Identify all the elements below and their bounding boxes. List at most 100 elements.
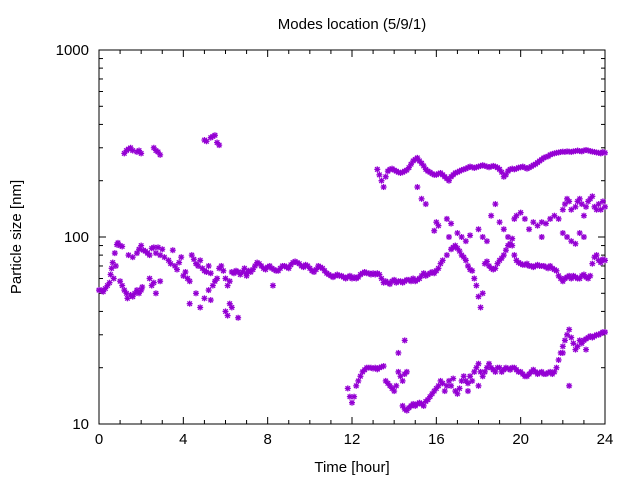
data-point	[568, 238, 575, 245]
data-point	[454, 390, 461, 397]
data-point	[564, 331, 571, 338]
data-point	[197, 304, 204, 311]
data-point	[469, 377, 476, 384]
data-point	[150, 244, 157, 251]
data-point	[559, 230, 566, 237]
y-tick-label: 10	[72, 416, 89, 433]
data-point	[568, 334, 575, 341]
data-point	[559, 343, 566, 350]
data-point	[464, 380, 471, 387]
data-point	[583, 203, 590, 210]
data-point	[197, 257, 204, 264]
data-point	[576, 195, 583, 202]
data-point	[216, 142, 223, 149]
data-point	[593, 252, 600, 259]
data-point	[477, 304, 484, 311]
data-point	[555, 356, 562, 363]
data-point	[572, 240, 579, 247]
data-point	[226, 278, 233, 285]
data-point	[439, 257, 446, 264]
data-point	[456, 385, 463, 392]
data-point	[471, 275, 478, 282]
data-point	[602, 203, 608, 210]
data-point	[492, 265, 499, 272]
data-point	[161, 254, 168, 261]
data-point	[192, 290, 199, 297]
data-point	[460, 373, 467, 380]
data-point	[580, 212, 587, 219]
data-point	[138, 242, 145, 249]
data-point	[511, 252, 518, 259]
y-axis: 10 100 1000	[56, 42, 605, 433]
data-point	[551, 212, 558, 219]
data-point	[583, 346, 590, 353]
x-tick-label: 4	[179, 431, 187, 448]
data-point	[205, 287, 212, 294]
data-point	[561, 337, 568, 344]
data-point	[159, 246, 166, 253]
data-point	[269, 282, 276, 289]
data-point	[395, 349, 402, 356]
data-point	[174, 266, 181, 273]
data-point	[448, 382, 455, 389]
data-point	[555, 215, 562, 222]
data-point	[464, 388, 471, 395]
data-point	[526, 226, 533, 233]
data-point	[106, 279, 113, 286]
y-tick-label: 1000	[56, 42, 89, 59]
data-point	[462, 238, 469, 245]
data-point	[483, 238, 490, 245]
data-point	[566, 326, 573, 333]
data-point	[595, 201, 602, 208]
data-point	[380, 363, 387, 370]
data-point	[235, 314, 242, 321]
data-point	[599, 198, 606, 205]
data-point	[559, 349, 566, 356]
data-point	[435, 265, 442, 272]
data-point	[448, 220, 455, 227]
data-point	[458, 234, 465, 240]
data-point	[568, 206, 575, 213]
data-point	[182, 268, 189, 275]
data-point	[344, 385, 351, 392]
data-point	[355, 377, 362, 384]
data-point	[443, 215, 450, 222]
data-point	[211, 132, 218, 139]
data-point	[393, 382, 400, 389]
data-point	[509, 242, 516, 249]
data-point	[566, 382, 573, 389]
data-point	[589, 260, 596, 267]
data-point	[138, 150, 145, 157]
data-point	[418, 195, 425, 202]
data-point	[559, 206, 566, 213]
data-point	[203, 138, 210, 145]
data-point	[376, 171, 383, 178]
x-axis-label: Time [hour]	[314, 459, 389, 476]
data-point	[184, 275, 191, 282]
data-point	[578, 201, 585, 208]
data-point	[492, 201, 499, 208]
data-point	[146, 252, 153, 259]
data-point	[201, 295, 208, 302]
data-point	[475, 382, 482, 389]
data-point	[500, 226, 507, 233]
data-point	[157, 151, 164, 158]
data-point	[243, 272, 250, 279]
data-point	[121, 287, 128, 294]
y-axis-label: Particle size [nm]	[8, 180, 25, 294]
data-point	[111, 250, 118, 257]
y-tick-label: 100	[64, 229, 89, 246]
data-point	[207, 270, 214, 277]
data-point	[570, 340, 577, 347]
data-point	[382, 173, 389, 180]
data-point	[218, 262, 225, 269]
data-point	[602, 257, 608, 264]
data-point	[450, 375, 457, 382]
data-point	[502, 247, 509, 254]
data-point	[580, 234, 587, 240]
data-point	[422, 201, 429, 208]
data-point	[445, 234, 452, 240]
data-point	[521, 215, 528, 222]
x-tick-label: 16	[428, 431, 445, 448]
